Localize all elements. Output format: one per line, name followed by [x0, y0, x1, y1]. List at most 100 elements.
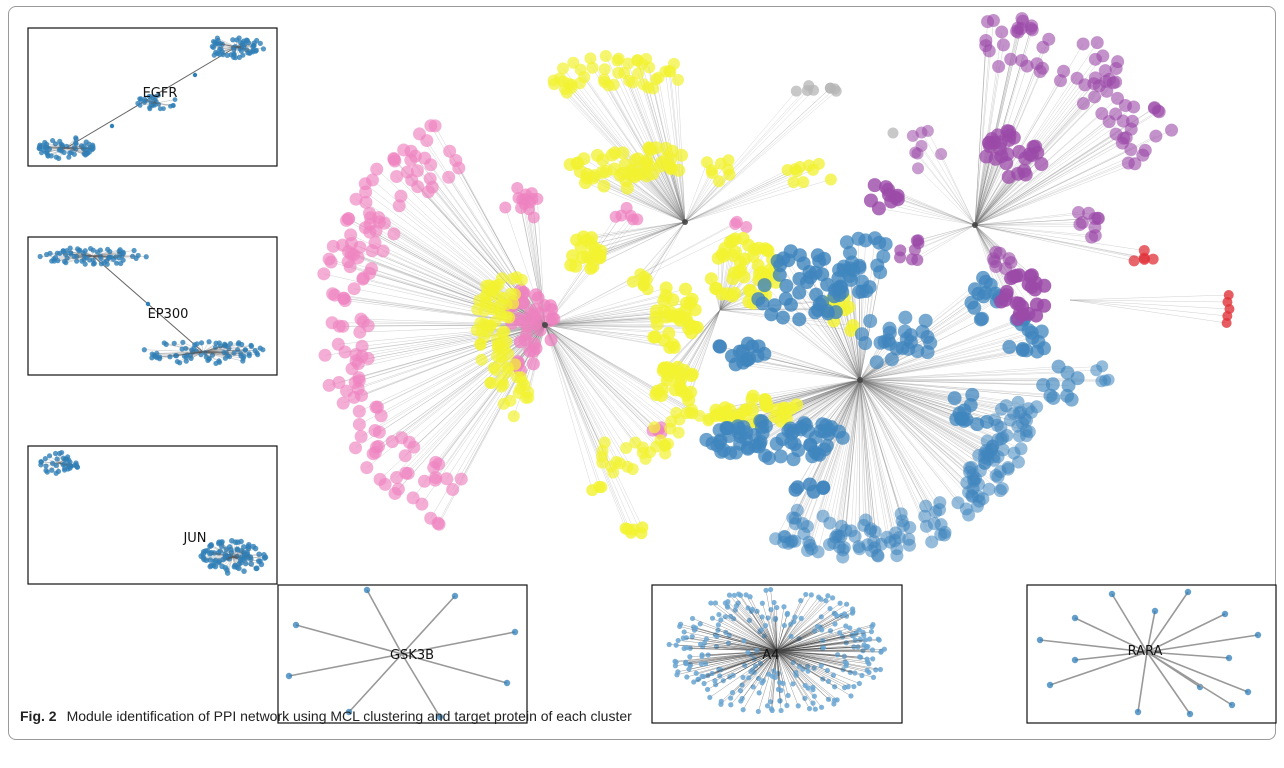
inset-node: [242, 347, 248, 353]
inset-node: [1184, 588, 1192, 596]
inset-node: [755, 708, 761, 715]
node: [787, 176, 800, 189]
inset-edge: [676, 644, 778, 652]
node: [565, 78, 578, 91]
edge-line: [760, 379, 861, 442]
inset-node: [765, 671, 772, 677]
edge-line: [859, 379, 936, 512]
node: [851, 231, 866, 246]
inset-node: [759, 680, 765, 686]
inset-node: [869, 647, 876, 653]
node: [727, 266, 741, 280]
node: [894, 244, 907, 257]
node: [812, 297, 827, 312]
edge-line: [355, 324, 546, 449]
inset-node: [224, 52, 230, 59]
node: [775, 432, 790, 447]
node: [897, 324, 912, 339]
inset-node: [230, 37, 236, 43]
inset-node: [771, 599, 777, 606]
node: [846, 319, 860, 333]
inset-edge: [700, 644, 778, 652]
edge-line: [859, 379, 999, 478]
edge-line: [974, 129, 1172, 226]
node: [352, 404, 366, 418]
edge-line: [836, 379, 861, 536]
inset-edge: [776, 650, 834, 676]
edge-line: [859, 379, 994, 447]
inset-node: [251, 43, 257, 49]
inset-node: [105, 246, 111, 252]
inset-edge: [776, 639, 866, 652]
inset-edge: [1074, 651, 1148, 661]
inset-node: [145, 301, 151, 307]
node: [569, 259, 583, 273]
inset-edge: [182, 348, 204, 353]
inset-node: [216, 540, 222, 547]
inset-edge: [1074, 617, 1148, 653]
inset-edge: [727, 607, 778, 652]
inset-edge: [65, 147, 86, 155]
inset-edge: [758, 650, 778, 712]
node: [338, 345, 352, 359]
node: [404, 153, 418, 167]
edge-line: [544, 324, 602, 488]
inset-node: [684, 674, 690, 680]
inset-edge: [776, 650, 799, 706]
inset-node: [1071, 656, 1079, 664]
edge-line: [859, 379, 864, 526]
node: [612, 52, 625, 65]
edge-line: [782, 317, 861, 381]
inset-node: [213, 340, 219, 346]
node: [710, 281, 724, 295]
node: [685, 367, 699, 381]
inset-edge: [776, 650, 835, 705]
node: [722, 428, 737, 443]
inset-node: [73, 141, 79, 147]
edge-line: [692, 309, 721, 375]
inset-node: [48, 153, 54, 159]
inset-edge: [1137, 651, 1148, 713]
edge-line: [684, 90, 797, 223]
inset-edge: [154, 351, 204, 356]
inset-edge: [144, 349, 204, 353]
edge-line: [838, 379, 861, 537]
inset-node: [198, 340, 205, 346]
node: [796, 517, 810, 531]
node: [583, 251, 597, 265]
inset-node: [65, 454, 71, 460]
node: [365, 244, 379, 258]
node: [911, 147, 924, 160]
inset-node: [46, 453, 53, 459]
edge-line: [544, 324, 603, 463]
node: [839, 235, 854, 250]
inset-rara-label: RARA: [1128, 644, 1163, 659]
inset-node: [798, 598, 804, 604]
node: [368, 424, 382, 438]
edge-line: [859, 379, 985, 454]
edge-line: [764, 353, 861, 381]
inset-edge: [776, 595, 829, 652]
edge-line: [544, 324, 655, 428]
inset-edge: [40, 461, 60, 464]
inset-node: [221, 349, 227, 356]
inset-edge: [676, 650, 778, 675]
inset-node: [718, 698, 724, 705]
node: [604, 460, 617, 473]
edge-line: [544, 324, 709, 421]
inset-rara: RARA: [1026, 584, 1277, 724]
node: [1095, 107, 1109, 121]
edge-line: [974, 213, 1089, 226]
edge-line: [854, 379, 861, 537]
inset-edge: [684, 631, 778, 652]
inset-node: [260, 46, 267, 52]
node: [729, 245, 743, 259]
node: [353, 325, 367, 339]
node: [1165, 123, 1179, 137]
node: [863, 193, 878, 208]
inset-node: [201, 556, 207, 563]
edge-line: [684, 168, 796, 223]
node: [867, 178, 882, 193]
inset-edge: [202, 350, 256, 353]
inset-edge: [776, 597, 833, 652]
